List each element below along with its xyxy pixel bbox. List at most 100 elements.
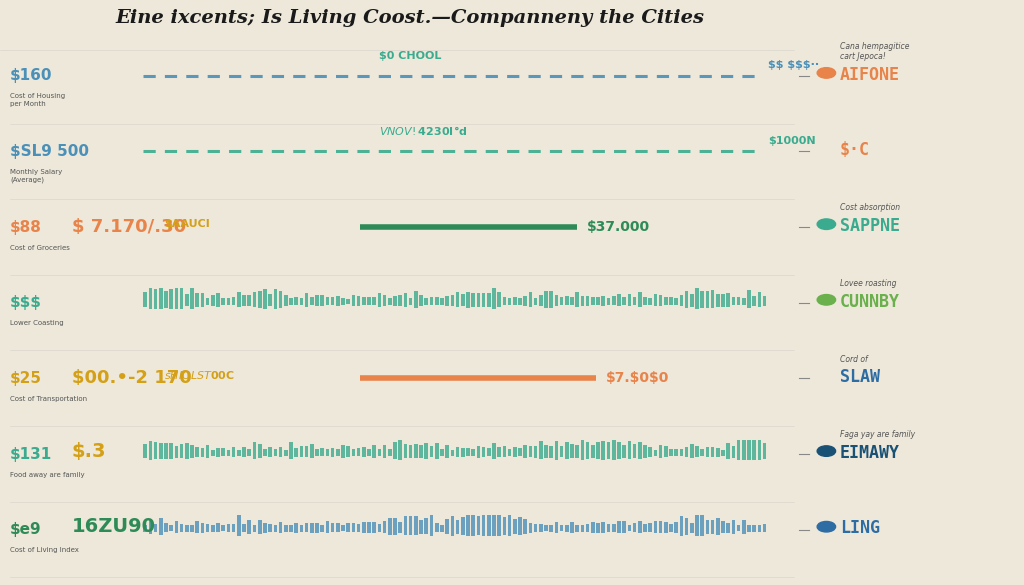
Text: $.3: $.3: [72, 442, 106, 460]
Bar: [445, 445, 449, 457]
Bar: [238, 450, 241, 456]
Bar: [456, 447, 460, 457]
Bar: [706, 521, 710, 534]
Bar: [539, 441, 543, 459]
Bar: [368, 297, 371, 305]
Text: Cost absorption: Cost absorption: [840, 204, 900, 212]
Bar: [721, 450, 725, 456]
Bar: [216, 292, 220, 307]
Text: $0 CHOOL: $0 CHOOL: [379, 51, 441, 61]
Bar: [498, 292, 501, 308]
Bar: [154, 288, 158, 309]
Text: $SL9 500: $SL9 500: [10, 144, 89, 159]
Bar: [180, 445, 183, 458]
Bar: [685, 447, 688, 457]
Bar: [523, 519, 527, 534]
Bar: [685, 518, 688, 535]
Bar: [216, 523, 220, 532]
Bar: [289, 442, 293, 459]
Bar: [190, 445, 194, 458]
Bar: [419, 445, 423, 458]
Bar: [373, 297, 376, 305]
Text: EIMAWY: EIMAWY: [840, 444, 900, 462]
Bar: [711, 519, 715, 534]
Bar: [258, 445, 261, 458]
Bar: [175, 446, 178, 457]
Bar: [706, 448, 710, 457]
Bar: [601, 296, 605, 305]
Bar: [565, 442, 568, 459]
Text: Food away are family: Food away are family: [10, 472, 85, 477]
Bar: [445, 519, 449, 534]
Bar: [570, 297, 573, 305]
Bar: [273, 525, 278, 532]
Bar: [742, 520, 745, 534]
Bar: [231, 297, 236, 305]
Bar: [206, 298, 210, 305]
Bar: [731, 297, 735, 305]
Bar: [570, 444, 573, 458]
Text: Cost of Living Index: Cost of Living Index: [10, 547, 79, 553]
Bar: [315, 449, 318, 456]
Bar: [143, 292, 147, 307]
Bar: [680, 516, 683, 536]
Bar: [623, 297, 626, 305]
Bar: [398, 440, 402, 460]
Bar: [341, 298, 345, 305]
Bar: [216, 448, 220, 456]
Bar: [226, 449, 230, 456]
Bar: [669, 524, 673, 532]
Bar: [575, 445, 580, 458]
Bar: [648, 447, 652, 457]
Bar: [238, 292, 241, 307]
Bar: [596, 297, 600, 305]
Bar: [481, 293, 485, 307]
Bar: [690, 294, 693, 307]
Bar: [263, 523, 266, 532]
Bar: [159, 518, 163, 535]
Bar: [539, 295, 543, 306]
Bar: [243, 447, 246, 457]
Bar: [581, 525, 585, 532]
Bar: [321, 448, 324, 456]
Bar: [555, 295, 558, 306]
Bar: [638, 521, 642, 533]
Bar: [414, 445, 418, 458]
Bar: [675, 449, 678, 456]
Bar: [430, 515, 433, 536]
Bar: [211, 525, 215, 532]
Bar: [690, 444, 693, 458]
Bar: [294, 523, 298, 532]
Bar: [617, 442, 621, 459]
Bar: [248, 295, 251, 306]
Bar: [560, 525, 563, 531]
Bar: [362, 297, 366, 305]
Bar: [388, 298, 391, 305]
Bar: [440, 525, 443, 532]
Bar: [596, 523, 600, 532]
Bar: [393, 518, 397, 535]
Bar: [185, 294, 188, 307]
Bar: [493, 515, 496, 536]
Text: Lovee roasting: Lovee roasting: [840, 279, 896, 288]
Bar: [461, 517, 465, 535]
Bar: [675, 521, 678, 533]
Bar: [315, 522, 318, 533]
Bar: [273, 449, 278, 456]
Text: 16ZU90: 16ZU90: [72, 517, 156, 536]
Bar: [456, 292, 460, 307]
Bar: [737, 525, 740, 532]
Bar: [528, 292, 532, 307]
Bar: [430, 297, 433, 305]
Bar: [685, 291, 688, 308]
Bar: [419, 520, 423, 534]
Text: $88: $88: [10, 219, 42, 235]
Bar: [346, 298, 350, 305]
Bar: [440, 449, 443, 456]
Bar: [351, 523, 355, 532]
Bar: [555, 522, 558, 533]
Bar: [253, 292, 256, 307]
Bar: [451, 295, 454, 306]
Bar: [378, 449, 381, 456]
Bar: [159, 288, 163, 309]
